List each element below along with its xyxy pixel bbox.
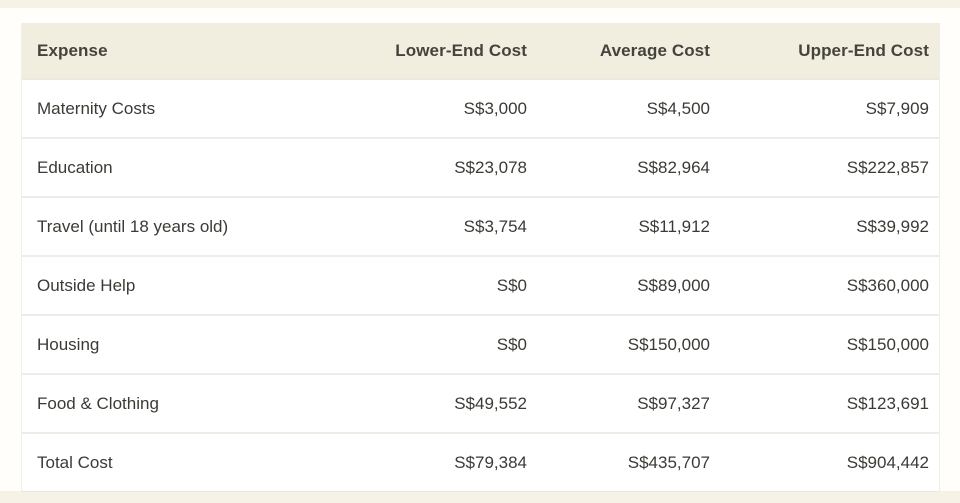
expense-label: Maternity Costs (22, 78, 355, 138)
table-row-housing: Housing S$0 S$150,000 S$150,000 (22, 314, 939, 374)
upper-end-value: S$150,000 (720, 314, 939, 374)
column-header-expense: Expense (22, 23, 355, 79)
lower-end-value: S$0 (355, 255, 537, 315)
expense-label: Education (22, 137, 355, 197)
lower-end-value: S$49,552 (355, 373, 537, 433)
average-value: S$89,000 (537, 255, 720, 315)
average-value: S$4,500 (537, 78, 720, 138)
upper-end-value: S$360,000 (720, 255, 939, 315)
lower-end-value: S$23,078 (355, 137, 537, 197)
header-row: Expense Lower-End Cost Average Cost Uppe… (22, 23, 939, 79)
average-value: S$435,707 (537, 432, 720, 491)
table-row-total-cost: Total Cost S$79,384 S$435,707 S$904,442 (22, 432, 939, 491)
table-row-travel: Travel (until 18 years old) S$3,754 S$11… (22, 196, 939, 256)
table-row-education: Education S$23,078 S$82,964 S$222,857 (22, 137, 939, 197)
column-header-average-cost: Average Cost (537, 23, 720, 79)
lower-end-value: S$3,754 (355, 196, 537, 256)
expense-label: Outside Help (22, 255, 355, 315)
table-body: Maternity Costs S$3,000 S$4,500 S$7,909 … (22, 78, 939, 491)
column-header-upper-end-cost: Upper-End Cost (720, 23, 939, 79)
lower-end-value: S$0 (355, 314, 537, 374)
average-value: S$82,964 (537, 137, 720, 197)
table-row-maternity-costs: Maternity Costs S$3,000 S$4,500 S$7,909 (22, 78, 939, 138)
average-value: S$97,327 (537, 373, 720, 433)
expense-label: Housing (22, 314, 355, 374)
column-header-lower-end-cost: Lower-End Cost (355, 23, 537, 79)
cost-table-container: Expense Lower-End Cost Average Cost Uppe… (21, 23, 940, 492)
upper-end-value: S$39,992 (720, 196, 939, 256)
cost-comparison-table: Expense Lower-End Cost Average Cost Uppe… (22, 23, 939, 491)
expense-label: Travel (until 18 years old) (22, 196, 355, 256)
upper-end-value: S$222,857 (720, 137, 939, 197)
table-row-food-clothing: Food & Clothing S$49,552 S$97,327 S$123,… (22, 373, 939, 433)
content-card: Expense Lower-End Cost Average Cost Uppe… (0, 8, 960, 492)
lower-end-value: S$3,000 (355, 78, 537, 138)
lower-end-value: S$79,384 (355, 432, 537, 491)
expense-label: Food & Clothing (22, 373, 355, 433)
average-value: S$11,912 (537, 196, 720, 256)
upper-end-value: S$904,442 (720, 432, 939, 491)
average-value: S$150,000 (537, 314, 720, 374)
table-header: Expense Lower-End Cost Average Cost Uppe… (22, 23, 939, 79)
table-row-outside-help: Outside Help S$0 S$89,000 S$360,000 (22, 255, 939, 315)
upper-end-value: S$123,691 (720, 373, 939, 433)
expense-label: Total Cost (22, 432, 355, 491)
upper-end-value: S$7,909 (720, 78, 939, 138)
